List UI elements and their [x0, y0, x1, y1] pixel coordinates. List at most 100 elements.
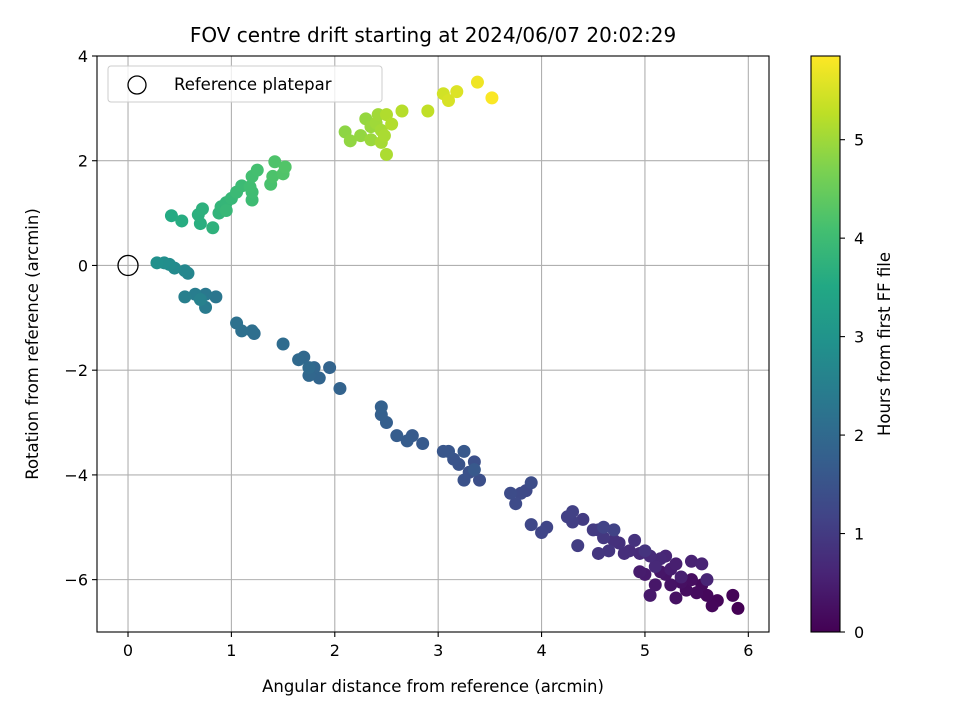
data-point: [602, 544, 616, 558]
x-axis-ticks: 0 1 2 3 4 5 6: [123, 632, 753, 660]
data-point: [245, 324, 259, 338]
data-point: [436, 444, 450, 458]
data-point: [467, 463, 481, 477]
colorbar-tick-label: 0: [854, 623, 864, 642]
data-point: [705, 599, 719, 613]
colorbar-ticks: 0 1 2 3 4 5: [840, 131, 864, 642]
data-point: [648, 578, 662, 592]
data-point: [643, 588, 657, 602]
y-axis-label: Rotation from reference (arcmin): [23, 208, 42, 480]
data-point: [374, 400, 388, 414]
data-point: [684, 573, 698, 587]
data-point: [597, 520, 611, 534]
data-point: [576, 512, 590, 526]
data-point: [164, 209, 178, 223]
data-point: [219, 203, 233, 217]
data-point: [591, 546, 605, 560]
data-point: [323, 361, 337, 375]
colorbar-gradient: [810, 55, 841, 633]
data-point: [700, 573, 714, 587]
data-point: [312, 371, 326, 385]
data-point: [669, 591, 683, 605]
y-tick-label: 4: [78, 47, 88, 66]
x-tick-label: 5: [640, 641, 650, 660]
data-point: [470, 75, 484, 89]
data-point: [266, 169, 280, 183]
data-point: [450, 85, 464, 99]
y-axis-ticks: −6 −4 −2 0 2 4: [64, 47, 97, 590]
data-point: [278, 160, 292, 174]
data-point: [206, 221, 220, 235]
data-point: [607, 533, 621, 547]
data-point: [664, 578, 678, 592]
data-points: [150, 75, 745, 615]
data-point: [178, 264, 192, 278]
y-tick-label: −6: [64, 571, 88, 590]
data-point: [524, 518, 538, 532]
colorbar-tick-label: 1: [854, 525, 864, 544]
data-point: [195, 202, 209, 216]
reference-marker: [117, 254, 139, 277]
data-point: [524, 476, 538, 490]
data-point: [377, 129, 391, 143]
colorbar-tick-label: 2: [854, 426, 864, 445]
legend-reference-label: Reference platepar: [174, 75, 332, 94]
colorbar-tick-label: 4: [854, 229, 864, 248]
data-point: [457, 444, 471, 458]
data-point: [485, 91, 499, 105]
y-tick-label: −2: [64, 361, 88, 380]
x-tick-label: 3: [433, 641, 443, 660]
data-point: [504, 486, 518, 500]
x-tick-label: 2: [330, 641, 340, 660]
data-point: [700, 588, 714, 602]
data-point: [302, 361, 316, 375]
data-point: [243, 180, 257, 194]
x-tick-label: 6: [743, 641, 753, 660]
data-point: [535, 526, 549, 540]
data-point: [674, 570, 688, 584]
data-point: [695, 557, 709, 571]
data-point: [669, 557, 683, 571]
data-point: [178, 290, 192, 304]
data-point: [684, 554, 698, 568]
chart-title: FOV centre drift starting at 2024/06/07 …: [190, 23, 676, 47]
data-point: [726, 588, 740, 602]
colorbar-label: Hours from first FF file: [875, 252, 894, 436]
data-point: [276, 337, 290, 351]
data-point: [442, 94, 456, 108]
data-point: [457, 473, 471, 487]
data-point: [250, 163, 264, 177]
data-point: [638, 544, 652, 558]
colorbar-tick-label: 5: [854, 131, 864, 150]
data-point: [385, 117, 399, 131]
data-point: [268, 155, 282, 169]
data-point: [364, 133, 378, 147]
data-point: [150, 256, 164, 270]
x-tick-label: 0: [123, 641, 133, 660]
data-point: [292, 353, 306, 367]
data-point: [395, 104, 409, 118]
data-point: [514, 486, 528, 500]
data-point: [379, 147, 393, 161]
colorbar: 0 1 2 3 4 5 Hours from first FF file: [810, 55, 894, 642]
data-point: [416, 436, 430, 450]
x-axis-label: Angular distance from reference (arcmin): [262, 677, 604, 696]
legend-box: [107, 65, 383, 103]
colorbar-tick-label: 3: [854, 328, 864, 347]
data-point: [343, 134, 357, 148]
plot-frame: [96, 55, 770, 633]
data-point: [617, 546, 631, 560]
data-point: [566, 505, 580, 519]
legend: Reference platepar: [107, 65, 383, 103]
data-point: [193, 292, 207, 306]
data-point: [633, 565, 647, 579]
data-point: [586, 523, 600, 537]
reference-platepar-point: [117, 254, 139, 277]
data-point: [230, 316, 244, 330]
data-point: [209, 290, 223, 304]
data-point: [731, 601, 745, 615]
y-tick-label: 0: [78, 256, 88, 275]
data-point: [648, 560, 662, 574]
data-point: [400, 434, 414, 448]
data-point: [421, 104, 435, 118]
